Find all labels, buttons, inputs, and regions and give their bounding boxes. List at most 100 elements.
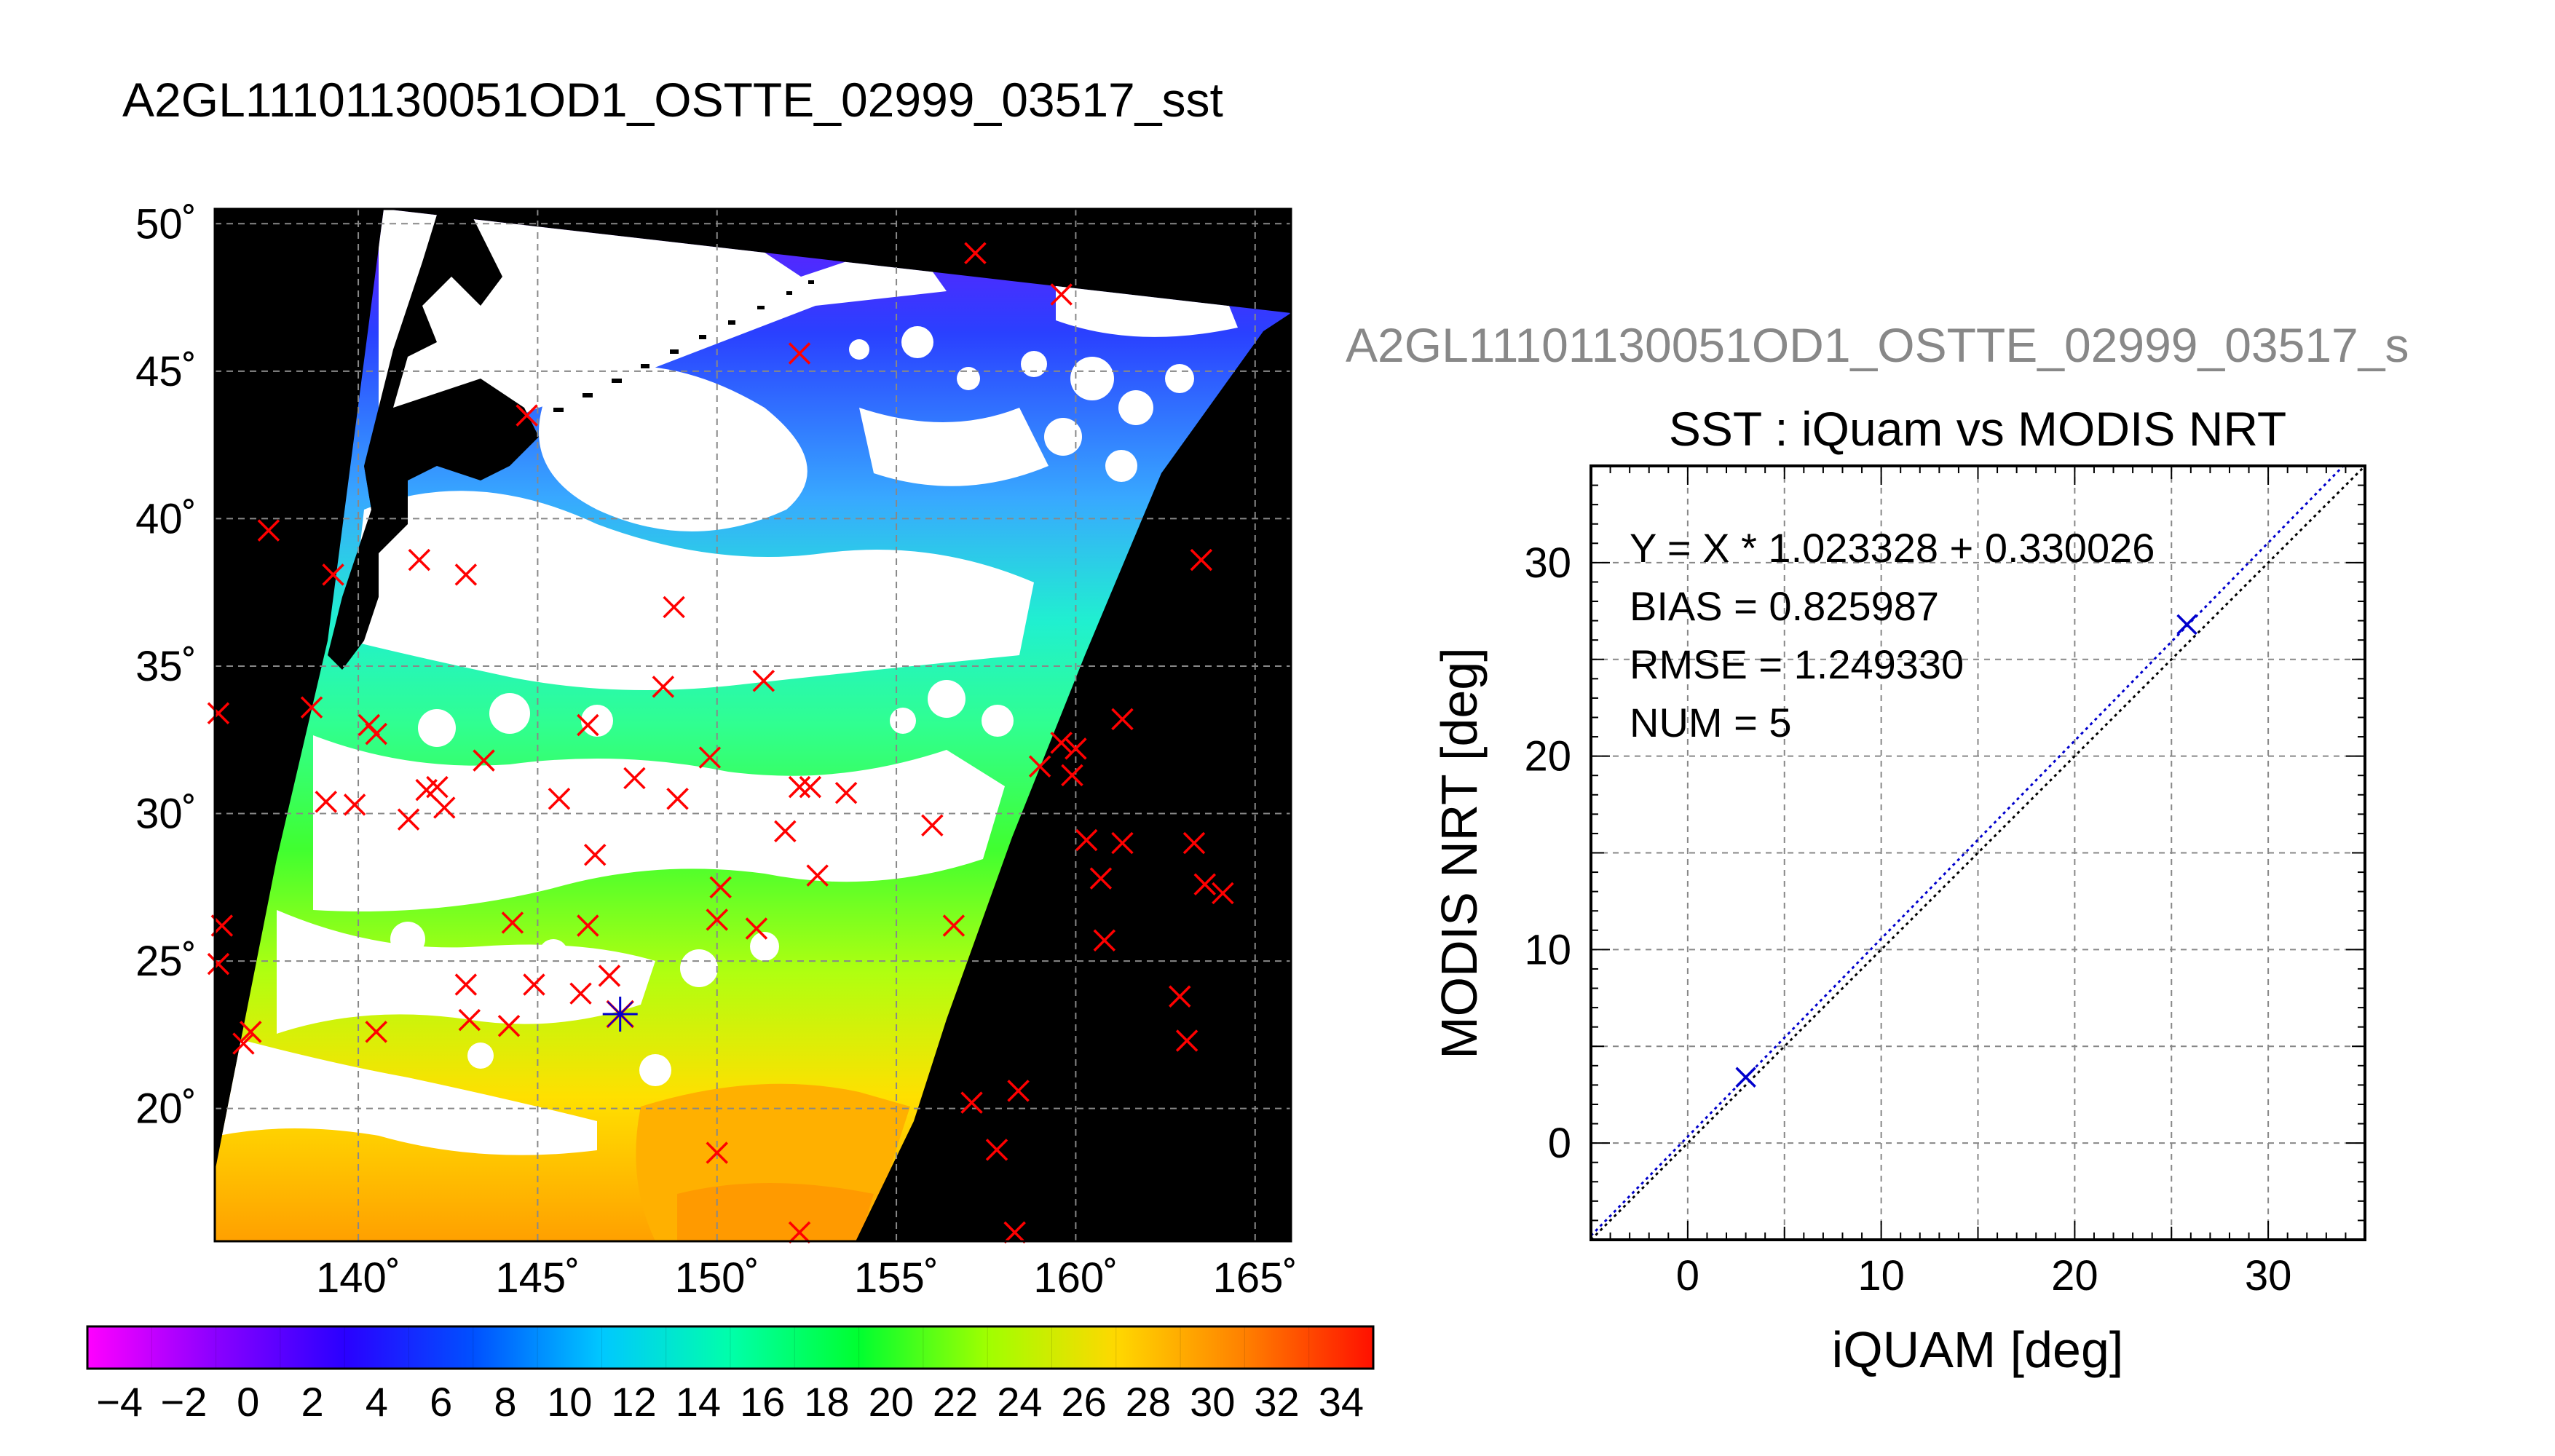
colorbar-steps [151,1326,1310,1369]
land-mass [328,215,539,670]
scatter-file-title: A2GL11101130051OD1_OSTTE_02999_03517_s [1346,318,2409,372]
insitu-marker-stroke [806,864,829,887]
insitu-marker-stroke [523,973,545,996]
scatter-y-tick-label: 10 [1524,926,1571,973]
fit-line [1591,466,2345,1237]
insitu-marker [1193,873,1216,896]
insitu-marker [207,952,230,976]
lat-tick-label: 50˚ [135,200,197,248]
colorbar-tick-label: 0 [237,1379,259,1425]
insitu-marker [1050,283,1073,306]
insitu-marker [240,1021,262,1043]
lat-tick-label: 35˚ [135,643,197,690]
stat-num: NUM = 5 [1630,700,1792,745]
insitu-marker-stroke [454,973,478,996]
insitu-marker [706,1142,728,1164]
insitu-marker-stroke [458,1008,481,1032]
scatter-x-tick-label: 30 [2245,1252,2292,1299]
colorbar-tick-label: 2 [301,1379,323,1425]
insitu-marker-stroke [598,965,621,987]
insitu-marker-stroke [788,1221,811,1244]
colorbar-tick-label: 6 [430,1379,452,1425]
scatter-point-stroke [2176,614,2197,636]
lon-tick-label: 145˚ [495,1254,580,1302]
insitu-marker [1061,764,1083,787]
insitu-marker-stroke [1182,831,1206,855]
insitu-marker [322,563,344,586]
insitu-marker [1169,985,1191,1008]
insitu-marker-stroke [548,788,571,810]
insitu-marker-stroke [1190,548,1213,571]
insitu-marker-stroke [433,796,456,819]
scatter-point [2176,614,2197,636]
scatter-panel: A2GL11101130051OD1_OSTTE_02999_03517_s S… [1346,318,2409,1378]
insitu-marker [698,746,722,769]
insitu-marker-stroke [834,781,858,804]
insitu-marker [569,982,592,1005]
scatter-grid [1591,466,2365,1240]
matchup-marker [602,997,638,1032]
insitu-marker [1190,548,1213,571]
insitu-marker [788,1221,811,1244]
lon-tick-label: 155˚ [854,1254,939,1302]
insitu-marker-stroke [1089,867,1113,890]
insitu-marker-stroke [501,911,524,934]
colorbar-tick-label: 22 [933,1379,978,1425]
lat-tick-label: 30˚ [135,791,197,838]
insitu-marker [709,876,732,899]
insitu-marker [1175,1029,1198,1052]
insitu-marker-stroke [577,914,599,937]
insitu-marker [458,1008,481,1032]
insitu-marker [985,1139,1008,1161]
scatter-title: SST : iQuam vs MODIS NRT [1669,402,2286,456]
colorbar-labels: −4 −2 0 2 4 6 8 10 12 14 16 18 20 22 24 26 28 30 32 34 [96,1379,1364,1425]
insitu-marker [663,596,685,619]
scatter-y-tick-label: 30 [1524,539,1571,587]
insitu-marker-stroke [1175,1029,1198,1052]
insitu-marker-stroke [583,844,607,866]
insitu-marker-stroke [408,548,431,571]
colorbar-tick-label: 32 [1254,1379,1299,1425]
insitu-marker-stroke [232,1032,255,1055]
scatter-point [1735,1067,1756,1088]
scatter-x-tick-label: 10 [1857,1252,1905,1299]
insitu-marker-stroke [343,794,366,816]
scatter-point-stroke [1735,1067,1756,1088]
insitu-marker [1182,831,1206,855]
insitu-marker-stroke [569,982,592,1005]
scatter-x-tick-label: 20 [2051,1252,2098,1299]
insitu-marker-stroke [315,791,337,813]
insitu-marker-stroke [365,1021,387,1043]
insitu-marker [1075,828,1098,852]
insitu-marker [232,1032,255,1055]
insitu-marker [1050,732,1073,754]
insitu-marker-stroke [365,722,387,745]
colorbar-tick-label: 10 [547,1379,592,1425]
lon-tick-label: 140˚ [316,1254,400,1302]
insitu-marker-stroke [397,808,420,831]
map-markers [207,242,1234,1244]
insitu-marker [799,775,822,799]
insitu-marker [454,973,478,996]
insitu-marker [577,914,599,937]
insitu-marker [523,973,545,996]
scatter-y-tick-label: 20 [1524,733,1571,780]
insitu-marker [1003,1221,1026,1244]
insitu-marker [501,911,524,934]
insitu-marker [343,794,366,816]
scatter-x-tick-label: 0 [1676,1252,1699,1299]
colorbar-tick-label: 26 [1062,1379,1107,1425]
matchup-marker-stroke [607,1001,633,1027]
colorbar-tick-label: 24 [997,1379,1042,1425]
lon-tick-label: 165˚ [1213,1254,1298,1302]
insitu-marker [1111,708,1134,731]
insitu-marker [1007,1080,1030,1102]
insitu-marker-stroke [1050,732,1073,754]
insitu-marker [300,696,323,719]
insitu-marker [598,965,621,987]
insitu-marker-stroke [1065,737,1087,760]
insitu-marker-stroke [1028,755,1051,778]
insitu-marker-stroke [516,404,538,427]
insitu-marker-stroke [788,775,811,799]
